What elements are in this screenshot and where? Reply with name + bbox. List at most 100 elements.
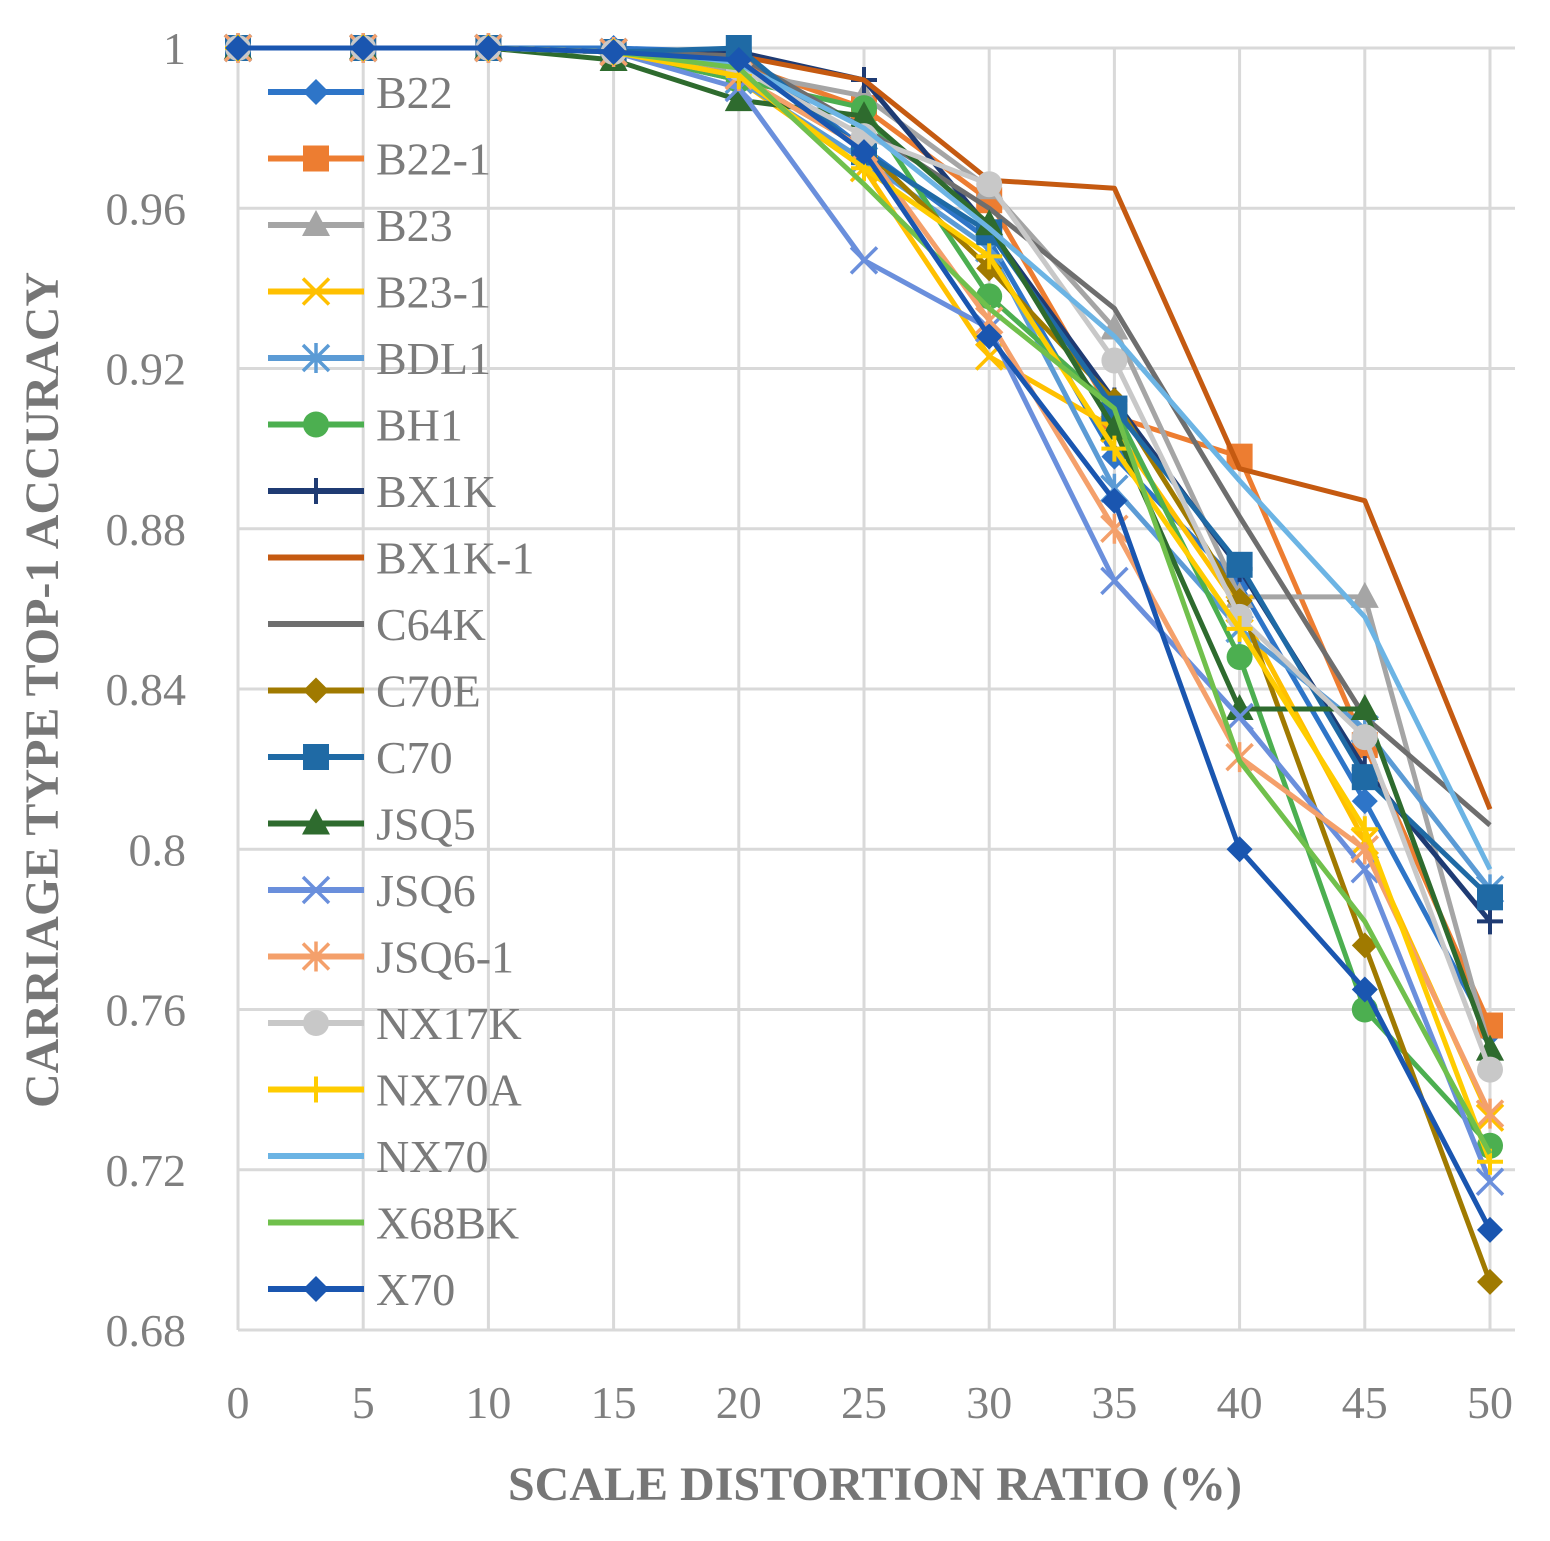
y-tick-label: 0.96 (106, 183, 187, 234)
legend-item: C64K (268, 599, 486, 650)
triangle-marker (724, 85, 753, 112)
asterisk-marker (301, 941, 331, 972)
triangle-marker (1350, 694, 1379, 721)
legend: B22 B22-1 B23 B23-1 BDL1 BH1 BX1K BX1K-1 C64K C70… (268, 67, 534, 1315)
legend-label: C70 (376, 732, 453, 783)
legend-item: JSQ6-1 (268, 932, 514, 983)
legend-item: B22-1 (268, 134, 491, 185)
legend-label: NX70A (376, 1065, 522, 1116)
diamond-marker (1351, 932, 1378, 959)
legend-item: BX1K (268, 466, 496, 517)
y-tick-label: 0.8 (129, 824, 187, 875)
x-marker (301, 875, 331, 905)
square-marker (303, 744, 329, 770)
y-tick-label: 1 (163, 23, 186, 74)
diamond-marker (303, 1276, 329, 1302)
plus-marker (976, 243, 1003, 270)
circle-marker (303, 1010, 329, 1036)
legend-item: C70 (268, 732, 453, 783)
x-marker (301, 277, 331, 306)
x-marker (849, 246, 879, 275)
diamond-marker (303, 79, 329, 105)
diamond-marker (1351, 788, 1378, 815)
legend-label: X70 (376, 1264, 455, 1315)
plus-marker (1226, 615, 1253, 642)
square-marker (303, 145, 329, 172)
legend-item: C70E (268, 666, 481, 717)
legend-label: B22 (376, 67, 453, 118)
y-tick-label: 0.84 (106, 664, 187, 715)
series-lines (223, 33, 1505, 1295)
legend-item: JSQ6 (268, 865, 476, 916)
legend-label: B23-1 (376, 267, 491, 318)
legend-item: B23-1 (268, 267, 491, 318)
legend-label: C64K (376, 599, 486, 650)
x-tick-label: 5 (352, 1377, 375, 1428)
diamond-marker (225, 35, 251, 61)
diamond-marker (350, 35, 377, 61)
x-tick-label: 45 (1342, 1377, 1388, 1428)
legend-item: BH1 (268, 400, 463, 451)
circle-marker (1477, 1056, 1503, 1083)
diamond-marker (725, 47, 752, 74)
plus-marker (303, 478, 329, 504)
diamond-marker (303, 677, 329, 704)
plus-marker (1477, 908, 1503, 935)
y-tick-label: 0.76 (106, 985, 187, 1036)
x-tick-label: 0 (227, 1377, 250, 1428)
x-tick-label: 20 (716, 1377, 762, 1428)
legend-label: BH1 (376, 400, 463, 451)
legend-item: NX70 (268, 1131, 488, 1182)
diamond-marker (976, 323, 1003, 350)
circle-marker (1226, 643, 1253, 670)
legend-label: BX1K-1 (376, 533, 534, 584)
x-tick-label: 30 (966, 1377, 1012, 1428)
x-tick-label: 40 (1217, 1377, 1263, 1428)
diamond-marker (1101, 487, 1128, 514)
y-tick-label: 0.88 (106, 504, 187, 555)
circle-marker (851, 123, 877, 150)
plus-marker (1101, 435, 1128, 462)
legend-item: NX70A (268, 1065, 522, 1116)
diamond-marker (1226, 836, 1253, 863)
x-tick-label: 35 (1091, 1377, 1137, 1428)
asterisk-marker (1475, 1098, 1505, 1129)
circle-marker (1101, 347, 1128, 374)
square-marker (1226, 551, 1253, 578)
diamond-marker (475, 35, 502, 61)
legend-label: JSQ6 (376, 865, 476, 916)
triangle-marker (1350, 581, 1379, 608)
gridlines (236, 46, 1515, 1332)
legend-label: NX70 (376, 1131, 488, 1182)
legend-item: BDL1 (268, 333, 491, 384)
legend-item: NX17K (268, 998, 522, 1049)
legend-item: JSQ5 (268, 799, 476, 850)
triangle-marker (975, 209, 1004, 236)
series-x70 (225, 35, 1503, 1243)
legend-label: JSQ5 (376, 799, 476, 850)
legend-label: B22-1 (376, 134, 491, 185)
triangle-marker (850, 101, 878, 128)
x-tick-label: 15 (591, 1377, 637, 1428)
plus-marker (303, 1076, 329, 1103)
x-tick-label: 25 (841, 1377, 887, 1428)
y-axis-title: CARRIAGE TYPE TOP-1 ACCURACY (16, 272, 69, 1108)
legend-label: BDL1 (376, 333, 491, 384)
legend-item: B22 (268, 67, 453, 118)
circle-marker (303, 411, 329, 438)
x-axis-title: SCALE DISTORTION RATIO (%) (508, 1458, 1242, 1511)
diamond-marker (851, 139, 877, 166)
diamond-marker (1477, 1216, 1503, 1243)
legend-label: B23 (376, 200, 453, 251)
x-marker (1350, 855, 1380, 884)
x-marker (1225, 702, 1254, 732)
diamond-marker (600, 39, 627, 66)
triangle-marker (302, 210, 330, 236)
legend-label: X68BK (376, 1198, 519, 1249)
legend-label: C70E (376, 666, 481, 717)
square-marker (1477, 884, 1503, 911)
legend-label: JSQ6-1 (376, 932, 514, 983)
